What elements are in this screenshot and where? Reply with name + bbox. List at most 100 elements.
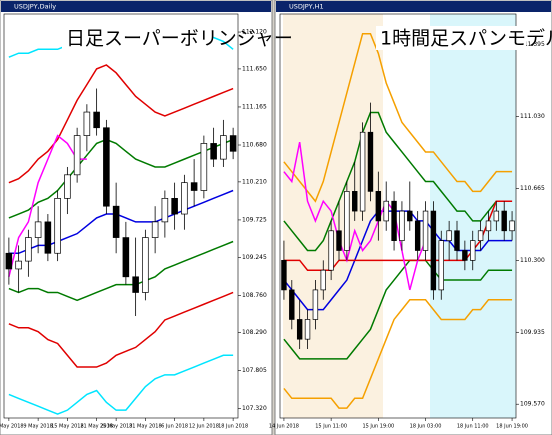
candle-body (336, 230, 342, 251)
candle-body (296, 319, 303, 340)
candle-body (44, 221, 52, 254)
x-tick-label: 15 Jun 19:00 (362, 424, 394, 430)
y-tick-label: 111.395 (520, 41, 545, 48)
candle-body (407, 210, 413, 222)
candle-body (83, 111, 91, 136)
candle-body (501, 210, 507, 232)
candle-body (210, 143, 217, 160)
x-tick-label: 18 Jun 03:00 (410, 424, 442, 430)
candle-body (359, 131, 366, 212)
candle-body (34, 221, 42, 238)
y-tick-label: 107.805 (242, 367, 267, 374)
candle-body (352, 191, 358, 212)
title-bar (276, 1, 551, 12)
y-tick-label: 109.570 (520, 401, 545, 408)
indicator-line (8, 138, 234, 219)
x-tick-label: 18 Jun 11:00 (457, 424, 489, 430)
title-backdrop (376, 26, 526, 50)
candle-body (414, 220, 421, 251)
plot-area (3, 13, 239, 419)
candle-body (312, 289, 319, 320)
candle-body (64, 174, 71, 199)
indicator-line (8, 64, 234, 184)
candle-body (304, 319, 311, 340)
window-title: USDJPY,H1 (289, 3, 324, 11)
indicator-line (8, 240, 234, 302)
candle-body (220, 135, 227, 160)
candle-body (151, 221, 159, 238)
candle-body (93, 111, 100, 129)
x-tick-label: 9 May 2018 (23, 424, 52, 430)
candle-body (122, 237, 130, 278)
y-tick-label: 110.210 (242, 178, 267, 185)
title-backdrop (62, 26, 212, 50)
y-tick-label: 110.665 (520, 185, 545, 192)
plot-area (279, 13, 517, 419)
indicator-line (283, 111, 513, 252)
x-tick-label: 6 Jun 2018 (161, 424, 188, 430)
candle-body (485, 220, 492, 232)
candle-body (509, 220, 515, 232)
x-tick-label: 18 Jun 19:00 (496, 424, 528, 430)
candle-body (142, 237, 149, 293)
candle-body (493, 210, 500, 222)
candle-body (367, 131, 374, 192)
x-tick-label: 14 Jun 2018 (269, 424, 299, 430)
candle-body (171, 197, 178, 215)
chart-title: 1時間足スパンモデル (380, 28, 552, 50)
y-tick-label: 109.245 (242, 254, 267, 261)
candle-body (383, 200, 389, 222)
candle-body (344, 191, 350, 251)
candle-body (103, 127, 110, 207)
indicator-line (283, 259, 513, 360)
candle-body (399, 210, 405, 241)
candle-body (454, 230, 460, 251)
candle-body (112, 205, 120, 238)
candle-body (328, 230, 334, 271)
x-tick-label: 15 Jun 11:00 (315, 424, 347, 430)
x-tick-label: 15 May 2018 (51, 424, 84, 430)
candle-body (161, 197, 169, 223)
x-tick-label: 21 May 2018 (80, 424, 113, 430)
x-tick-label: 25 May 2018 (100, 424, 133, 430)
y-tick-label: 110.300 (520, 257, 545, 264)
candle-body (320, 269, 326, 291)
x-tick-label: 18 Jun 2018 (218, 424, 248, 430)
candle-body (73, 135, 81, 176)
window-title: USDJPY,Daily (14, 3, 56, 11)
candle-body (375, 191, 382, 222)
candle-body (477, 230, 484, 241)
candle-body (462, 250, 468, 261)
y-tick-label: 111.165 (242, 103, 267, 110)
x-tick-label: 3 May 2018 (0, 424, 24, 430)
indicator-line (8, 291, 234, 368)
candle-body (430, 210, 437, 291)
y-tick-label: 111.650 (242, 65, 267, 72)
indicator-line (8, 354, 234, 415)
candle-body (438, 240, 444, 291)
daily-window (0, 0, 273, 435)
y-tick-label: 107.320 (242, 405, 267, 412)
indicator-line (283, 32, 513, 203)
candle-body (200, 143, 208, 191)
candle-body (289, 289, 295, 320)
candle-body (15, 260, 22, 270)
candle-body (5, 252, 13, 270)
candle-body (229, 135, 237, 152)
candle-body (281, 259, 287, 291)
candle-body (181, 182, 188, 215)
y-tick-label: 110.680 (242, 142, 267, 149)
candle-body (446, 230, 452, 241)
candle-body (470, 240, 476, 261)
candle-body (54, 197, 61, 254)
candle-body (190, 182, 198, 191)
y-tick-label: 111.030 (520, 113, 545, 120)
indicator-line (283, 299, 513, 409)
chart-title: 日足スーパーボリンジャー (66, 28, 293, 50)
y-tick-label: 109.935 (520, 329, 545, 336)
y-tick-label: 108.760 (242, 292, 267, 299)
y-tick-label: 112.120 (242, 29, 267, 36)
candle-body (132, 276, 139, 293)
